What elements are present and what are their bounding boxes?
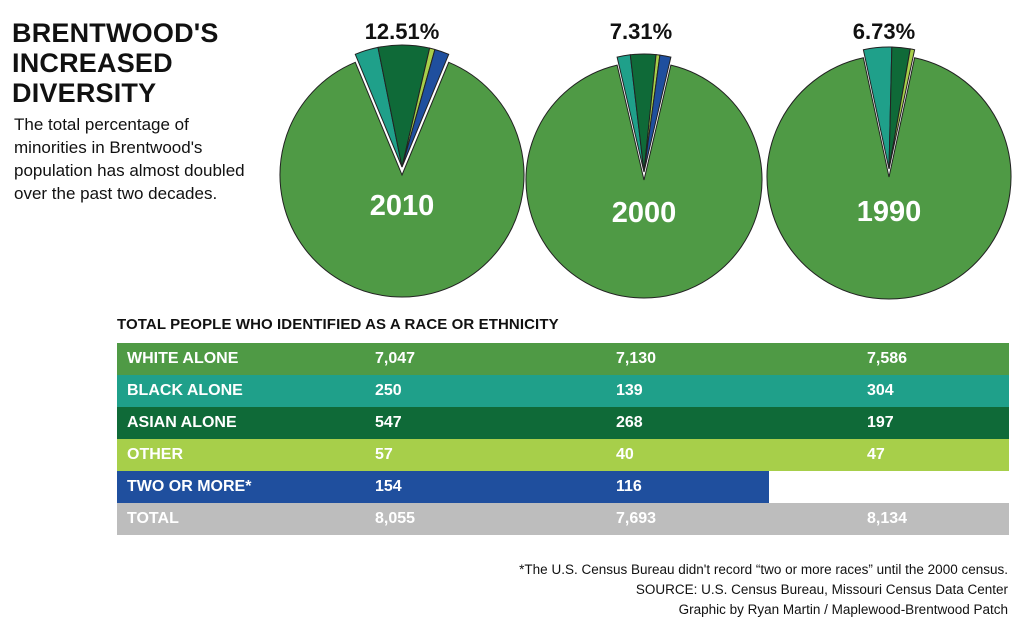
cell-1990: 197 (867, 414, 894, 431)
pie-2010-year-label: 2010 (370, 190, 435, 222)
cell-1990: 304 (867, 382, 894, 399)
table-row-two-or-more: TWO OR MORE* 154 116 (117, 471, 769, 503)
cell-2000: 7,693 (616, 510, 657, 527)
source-line: SOURCE: U.S. Census Bureau, Missouri Cen… (635, 582, 1008, 597)
cell-2000: 7,130 (616, 350, 657, 367)
row-label: BLACK ALONE (127, 382, 243, 399)
pie-2000-percent-label: 7.31% (610, 19, 672, 44)
row-label: TOTAL (127, 510, 179, 527)
pie-2010 (279, 44, 525, 298)
cell-2010: 57 (375, 446, 393, 463)
pie-slice-two-or-more (643, 54, 672, 173)
pie-1990-percent-label: 6.73% (853, 19, 915, 44)
pie-1990-year-label: 1990 (857, 196, 922, 228)
pie-2000 (525, 53, 763, 299)
pie-slice-other (888, 48, 916, 170)
cell-1990: 7,586 (867, 350, 908, 367)
row-label: WHITE ALONE (127, 350, 239, 367)
pie-2010-percent-label: 12.51% (365, 19, 440, 44)
cell-2000: 139 (616, 382, 643, 399)
pie-slice-white-alone (766, 57, 1012, 300)
pie-slice-white-alone (525, 64, 763, 299)
pie-charts: 12.51% 7.31% 6.73% 2010 2000 1990 (279, 19, 1012, 300)
cell-1990: 47 (867, 446, 885, 463)
cell-2010: 250 (375, 382, 402, 399)
row-label: TWO OR MORE* (127, 478, 252, 495)
pie-2000-year-label: 2000 (612, 197, 677, 229)
table-heading: TOTAL PEOPLE WHO IDENTIFIED AS A RACE OR… (117, 316, 559, 333)
chart-title: BRENTWOOD'S INCREASED DIVERSITY (12, 18, 219, 108)
credit-line: Graphic by Ryan Martin / Maplewood-Brent… (678, 602, 1008, 617)
pie-1990 (766, 46, 1012, 300)
population-table: WHITE ALONE 7,047 7,130 7,586 BLACK ALON… (117, 343, 1009, 535)
row-label: ASIAN ALONE (127, 414, 237, 431)
chart-subtitle: The total percentage of minorities in Br… (14, 115, 245, 203)
cell-2010: 7,047 (375, 350, 416, 367)
footnote: *The U.S. Census Bureau didn't record “t… (519, 562, 1008, 577)
cell-1990: 8,134 (867, 510, 908, 527)
pie-slice-white-alone (279, 61, 525, 298)
table-row-black-alone: BLACK ALONE 250 139 304 (117, 375, 1009, 407)
cell-2000: 268 (616, 414, 643, 431)
table-row-asian-alone: ASIAN ALONE 547 268 197 (117, 407, 1009, 439)
pie-slice-two-or-more (401, 48, 450, 168)
cell-2010: 8,055 (375, 510, 416, 527)
table-row-other: OTHER 57 40 47 (117, 439, 1009, 471)
footer: *The U.S. Census Bureau didn't record “t… (519, 560, 1008, 620)
table-row-total: TOTAL 8,055 7,693 8,134 (117, 503, 1009, 535)
cell-2000: 40 (616, 446, 634, 463)
row-label: OTHER (127, 446, 183, 463)
cell-2010: 154 (375, 478, 402, 495)
cell-2010: 547 (375, 414, 402, 431)
cell-2000: 116 (616, 478, 642, 495)
table-row-white-alone: WHITE ALONE 7,047 7,130 7,586 (117, 343, 1009, 375)
